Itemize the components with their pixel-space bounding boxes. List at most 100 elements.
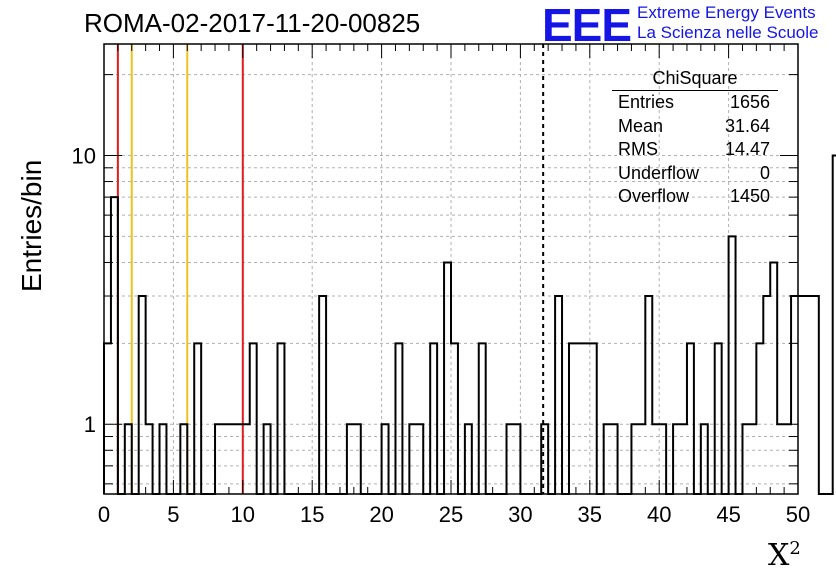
histogram-bin: [812, 296, 819, 494]
chart-title: ROMA-02-2017-11-20-00825: [84, 8, 421, 38]
x-axis-label-base: X: [768, 538, 790, 573]
logo-line-2: La Scienza nelle Scuole: [637, 23, 819, 42]
histogram-bin: [763, 296, 770, 494]
stats-row-mean: Mean 31.64: [612, 115, 778, 139]
histogram-bin: [222, 424, 229, 494]
histogram-bin: [250, 343, 257, 494]
histogram-bin: [125, 424, 132, 494]
histogram-bin: [569, 343, 576, 494]
histogram-bin: [104, 343, 111, 494]
histogram-bin: [354, 424, 361, 494]
histogram-bin: [576, 343, 583, 494]
logo-subtitle: Extreme Energy Events La Scienza nelle S…: [637, 3, 818, 43]
stats-header: ChiSquare: [612, 68, 778, 91]
histogram-bin: [742, 424, 749, 494]
histogram-bin: [756, 343, 763, 494]
x-tick-label: 40: [647, 502, 671, 527]
histogram-bin: [701, 424, 708, 494]
histogram-bin: [673, 424, 680, 494]
stats-row-overflow: Overflow 1450: [612, 185, 778, 209]
histogram-bin: [687, 343, 694, 494]
x-axis-label: X2: [768, 538, 801, 573]
x-tick-label: 15: [300, 502, 324, 527]
histogram-bin: [715, 343, 722, 494]
histogram-bin: [395, 343, 402, 494]
histogram-bin: [243, 424, 250, 494]
histogram-bin: [319, 296, 326, 494]
histogram-bin: [611, 424, 618, 494]
histogram-bin: [583, 343, 590, 494]
histogram-bin: [645, 296, 652, 494]
x-tick-label: 25: [439, 502, 463, 527]
histogram-bin: [798, 296, 805, 494]
histogram-bin: [194, 343, 201, 494]
histogram-bin: [146, 424, 153, 494]
stats-box: ChiSquare Entries 1656 Mean 31.64 RMS 14.47…: [612, 68, 778, 209]
x-tick-label: 45: [716, 502, 740, 527]
histogram-bin: [451, 343, 458, 494]
stats-value: 0: [759, 162, 770, 183]
y-tick-label: 1: [84, 412, 96, 437]
histogram-bin: [382, 424, 389, 494]
histogram-bin: [111, 197, 118, 494]
histogram-bin: [264, 424, 271, 494]
histogram-bin: [507, 424, 514, 494]
histogram-bin: [430, 343, 437, 494]
histogram-bin: [749, 424, 756, 494]
x-tick-label: 5: [167, 502, 179, 527]
x-tick-label: 30: [508, 502, 532, 527]
histogram-bin: [347, 424, 354, 494]
histogram-bin: [631, 424, 638, 494]
histogram-bin: [215, 424, 222, 494]
stats-label: RMS: [618, 139, 658, 159]
stats-label: Entries: [618, 92, 675, 112]
histogram-bin: [278, 343, 285, 494]
histogram-bin: [555, 296, 562, 494]
x-tick-label: 0: [98, 502, 110, 527]
logo-line-1: Extreme Energy Events: [637, 3, 816, 22]
histogram-bin: [659, 424, 666, 494]
y-tick-label: 10: [72, 144, 96, 169]
histogram-bin: [513, 424, 520, 494]
histogram-bin: [652, 424, 659, 494]
eee-logo: EEE: [542, 0, 632, 51]
histogram-bin: [680, 424, 687, 494]
histogram-bin: [236, 424, 243, 494]
histogram-bin: [604, 424, 611, 494]
stats-row-rms: RMS 14.47: [612, 138, 778, 162]
histogram-bin: [409, 424, 416, 494]
histogram-bin: [139, 296, 146, 494]
stats-value: 14.47: [724, 139, 770, 159]
stats-row-underflow: Underflow 0: [612, 162, 778, 186]
histogram-bin: [416, 424, 423, 494]
histogram-bin: [805, 296, 812, 494]
stats-label: Mean: [618, 115, 664, 136]
histogram-bin: [444, 262, 451, 494]
histogram-bin: [777, 424, 784, 494]
histogram-bin: [638, 424, 645, 494]
histogram-outline: [103, 154, 836, 495]
y-axis-label: Entries/bin: [16, 159, 47, 292]
histogram-bin: [180, 424, 187, 494]
stats-label: Underflow: [618, 162, 700, 183]
histogram-bin: [590, 343, 597, 494]
histogram-bin: [465, 424, 472, 494]
histogram-bin: [229, 424, 236, 494]
histogram-bin: [541, 424, 548, 494]
stats-row-entries: Entries 1656: [612, 91, 778, 115]
x-tick-label: 20: [369, 502, 393, 527]
stats-value: 31.64: [724, 115, 770, 136]
stats-label: Overflow: [618, 186, 690, 206]
x-tick-label: 50: [786, 502, 810, 527]
stats-value: 1656: [729, 92, 770, 112]
x-tick-label: 35: [578, 502, 602, 527]
histogram-bin: [479, 343, 486, 494]
stats-value: 1450: [729, 186, 770, 206]
histogram-bin: [791, 296, 798, 494]
x-tick-label: 10: [231, 502, 255, 527]
histogram-bin: [160, 424, 167, 494]
histogram-bin: [770, 262, 777, 494]
x-axis-label-sup: 2: [789, 538, 801, 559]
histogram-bin: [729, 236, 736, 494]
